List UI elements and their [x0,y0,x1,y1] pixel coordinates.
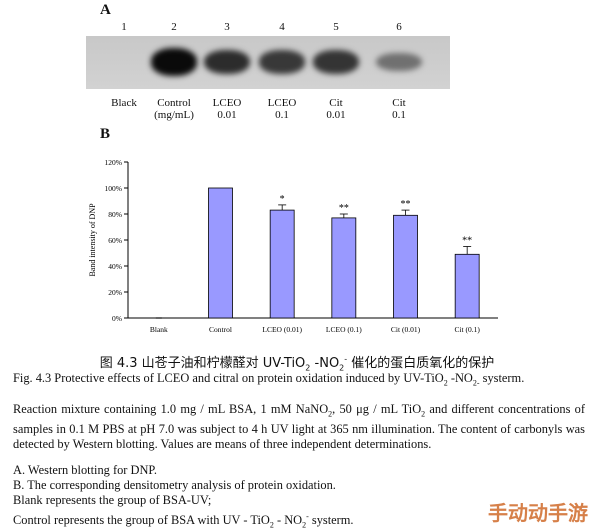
y-tick-label: 120% [105,158,123,167]
y-tick-label: 80% [108,210,122,219]
significance-mark: ** [401,199,411,210]
panel-b-letter: B [100,126,111,142]
y-tick-label: 100% [105,184,123,193]
y-axis-label: Band intensity of DNP [88,203,97,277]
x-tick-label: Blank [150,325,168,334]
lane-label-3: LCEO 0.01 [212,97,242,121]
blot-band-lane-3 [204,49,250,75]
densitometry-bar-chart: 0% 20% 40% 60% 80% 100% 120% Band intensity of … [88,158,498,334]
western-blot-image [86,36,450,89]
x-tick-label: Cit (0.1) [454,325,480,334]
bar-3 [331,217,357,319]
lane-label-6: Cit 0.1 [392,97,406,121]
x-tick-label: Cit (0.01) [391,325,421,334]
lane-label-5: Cit 0.01 [326,97,346,121]
caption-chinese: 图 4.3 山苍子油和柠檬醛对 UV-TiO2 -NO2- 催化的蛋白质氧化的保… [99,354,495,373]
blot-band-lane-4 [259,50,305,74]
lane-number-6: 6 [396,21,402,33]
panel-a-letter: A [100,2,111,18]
note-blank: Blank represents the group of BSA-UV; [13,493,212,508]
y-tick-label: 0% [112,314,122,323]
significance-mark: ** [462,236,472,247]
significance-mark: ** [339,203,349,214]
lane-label-1: Black [111,97,137,109]
blot-band-lane-6 [376,52,422,72]
x-tick-label: LCEO (0.1) [326,325,362,334]
methods-paragraph: Reaction mixture containing 1.0 mg / mL … [13,402,585,451]
significance-mark: * [280,194,285,205]
note-a: A. Western blotting for DNP. [13,463,158,477]
bar-2 [269,209,295,319]
y-tick-label: 60% [108,236,122,245]
bar-4 [393,214,418,319]
lane-label-2: Control (mg/mL) [154,97,194,121]
lane-number-3: 3 [224,21,230,33]
x-tick-label: Control [209,325,232,334]
lane-number-5: 5 [333,21,339,33]
lane-label-4: LCEO 0.1 [267,97,297,121]
lane-number-1: 1 [121,21,127,33]
y-tick-label: 20% [108,288,122,297]
blot-band-lane-5 [313,49,359,75]
note-b: B. The corresponding densitometry analys… [13,478,336,493]
bar-5 [454,253,480,319]
notes-list: A. Western blotting for DNP. B. The corr… [13,463,585,532]
y-tick-label: 40% [108,262,122,271]
blot-band-lane-2 [151,48,197,76]
bar-1 [208,187,233,319]
lane-number-4: 4 [279,21,285,33]
note-control: Control represents the group of BSA with… [13,511,354,530]
lane-number-2: 2 [171,21,177,33]
watermark-logo: 手动动手游 [488,501,588,525]
caption-english: Fig. 4.3 Protective effects of LCEO and … [13,371,525,388]
x-tick-label: LCEO (0.01) [262,325,302,334]
